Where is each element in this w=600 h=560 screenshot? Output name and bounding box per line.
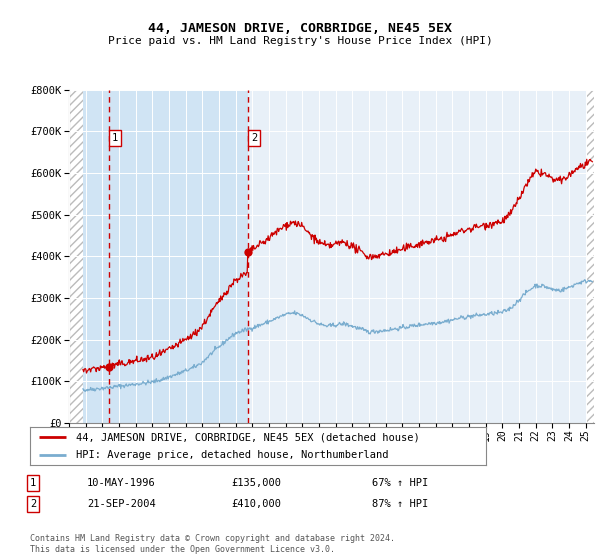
Text: 87% ↑ HPI: 87% ↑ HPI <box>372 499 428 509</box>
Text: 1: 1 <box>112 133 118 143</box>
Text: £135,000: £135,000 <box>231 478 281 488</box>
Bar <box>248 90 594 423</box>
Text: 10-MAY-1996: 10-MAY-1996 <box>87 478 156 488</box>
Text: £410,000: £410,000 <box>231 499 281 509</box>
Bar <box>83 90 248 423</box>
Text: 21-SEP-2004: 21-SEP-2004 <box>87 499 156 509</box>
Text: 67% ↑ HPI: 67% ↑ HPI <box>372 478 428 488</box>
Text: 2: 2 <box>30 499 36 509</box>
Text: Contains HM Land Registry data © Crown copyright and database right 2024.
This d: Contains HM Land Registry data © Crown c… <box>30 534 395 554</box>
Text: HPI: Average price, detached house, Northumberland: HPI: Average price, detached house, Nort… <box>76 450 388 460</box>
Text: Price paid vs. HM Land Registry's House Price Index (HPI): Price paid vs. HM Land Registry's House … <box>107 36 493 46</box>
Text: 44, JAMESON DRIVE, CORBRIDGE, NE45 5EX: 44, JAMESON DRIVE, CORBRIDGE, NE45 5EX <box>148 22 452 35</box>
Text: 2: 2 <box>251 133 257 143</box>
Text: 44, JAMESON DRIVE, CORBRIDGE, NE45 5EX (detached house): 44, JAMESON DRIVE, CORBRIDGE, NE45 5EX (… <box>76 432 419 442</box>
Text: 1: 1 <box>30 478 36 488</box>
